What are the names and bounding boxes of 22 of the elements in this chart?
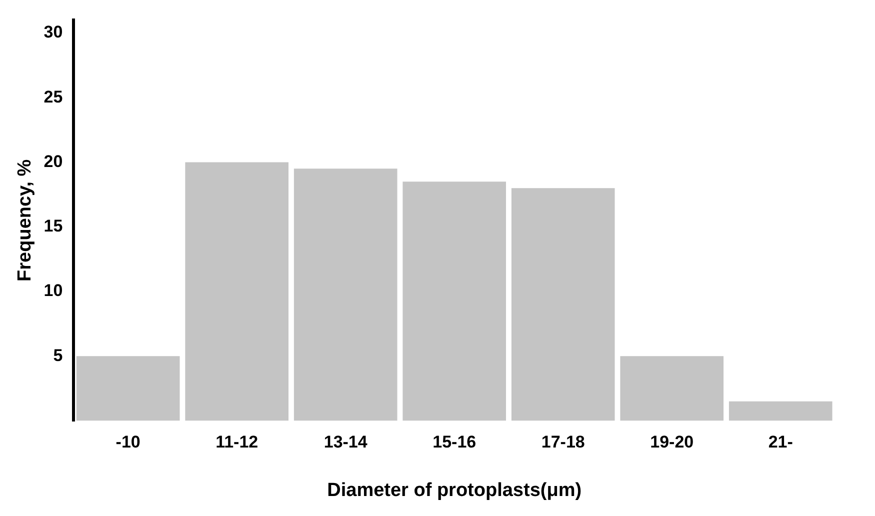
bar: [185, 162, 288, 421]
bar: [728, 401, 832, 421]
x-tick-label: 11-12: [216, 432, 258, 452]
y-tick-label: 25: [44, 87, 63, 106]
y-axis-title: Frequency, %: [14, 159, 36, 282]
y-tick-label: 10: [44, 281, 63, 300]
x-tick-label: 13-14: [324, 432, 368, 452]
bar: [511, 188, 615, 421]
x-tick-label: 15-16: [432, 432, 476, 452]
x-tick-label: 19-20: [650, 432, 694, 452]
x-tick-label: 17-18: [541, 432, 585, 452]
bar: [620, 356, 724, 421]
bar: [294, 168, 398, 421]
y-tick-label: 5: [53, 346, 63, 365]
y-tick-label: 20: [44, 152, 63, 171]
x-axis-title: Diameter of protoplasts(μm): [327, 480, 582, 501]
bar: [76, 356, 180, 421]
y-tick-label: 30: [44, 22, 63, 42]
bar: [402, 182, 506, 421]
x-tick-label: -10: [116, 432, 140, 452]
x-tick-label: 21-: [768, 432, 793, 452]
y-tick-label: 15: [44, 216, 63, 236]
